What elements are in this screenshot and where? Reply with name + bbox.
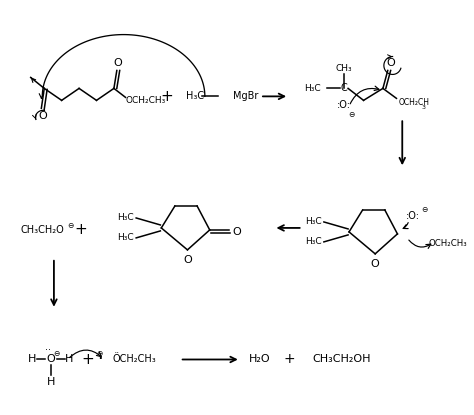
Text: ⊖: ⊖: [421, 205, 428, 215]
Text: 3: 3: [421, 105, 426, 110]
Text: ⊖: ⊖: [349, 110, 355, 119]
Text: :O:: :O:: [406, 211, 420, 221]
Text: H: H: [27, 354, 36, 364]
Text: H₃C: H₃C: [304, 84, 321, 93]
Text: H: H: [47, 377, 55, 388]
Text: CH₃CH₂O: CH₃CH₂O: [20, 225, 64, 235]
Text: OCH₂CH₃: OCH₂CH₃: [126, 96, 166, 105]
Text: O: O: [386, 59, 395, 68]
Text: H₃C: H₃C: [305, 237, 322, 247]
Text: O: O: [113, 59, 122, 68]
Text: CH₃CH₂OH: CH₃CH₂OH: [312, 354, 371, 364]
Text: O: O: [46, 354, 55, 364]
Text: H₃C: H₃C: [118, 233, 134, 242]
Text: C: C: [341, 83, 347, 93]
Text: ⊖: ⊖: [67, 222, 73, 230]
Text: +: +: [161, 89, 173, 104]
Text: OCH₂CH: OCH₂CH: [398, 98, 429, 107]
Text: O: O: [183, 255, 192, 265]
Text: ÖCH₂CH₃: ÖCH₂CH₃: [113, 354, 157, 364]
Text: OCH₂CH₃: OCH₂CH₃: [428, 239, 467, 249]
Text: H₃C: H₃C: [118, 213, 134, 222]
Text: +: +: [82, 352, 94, 367]
Text: H₃C: H₃C: [186, 91, 205, 101]
Text: H₂O: H₂O: [249, 354, 271, 364]
Text: O: O: [232, 227, 241, 237]
Text: ⊖: ⊖: [96, 349, 102, 358]
Text: H₃C: H₃C: [305, 217, 322, 227]
Text: :O:: :O:: [337, 100, 351, 110]
Text: O: O: [371, 259, 380, 269]
Text: CH₃: CH₃: [336, 64, 353, 73]
Text: ·: ·: [98, 351, 103, 369]
Text: ⊖: ⊖: [54, 349, 60, 358]
Text: ··: ··: [45, 346, 51, 356]
Text: MgBr: MgBr: [233, 91, 258, 101]
Text: +: +: [283, 352, 295, 366]
Text: H: H: [65, 354, 73, 364]
Text: +: +: [74, 222, 87, 237]
Text: O: O: [38, 111, 46, 121]
